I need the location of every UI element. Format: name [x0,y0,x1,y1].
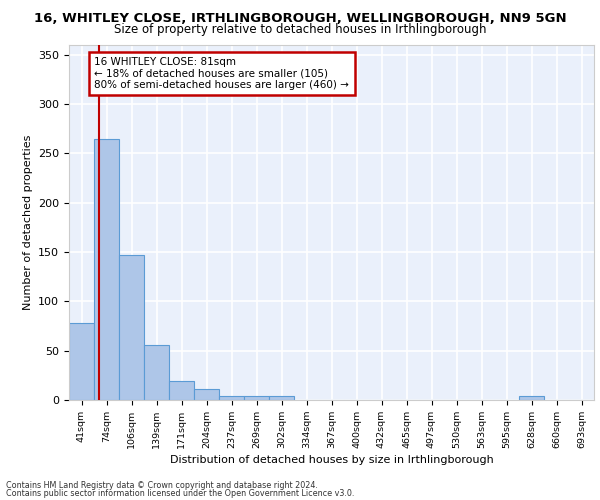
Bar [194,389,219,400]
Bar [169,382,194,400]
Y-axis label: Number of detached properties: Number of detached properties [23,135,32,310]
Text: Contains HM Land Registry data © Crown copyright and database right 2024.: Contains HM Land Registry data © Crown c… [6,481,318,490]
Text: Size of property relative to detached houses in Irthlingborough: Size of property relative to detached ho… [114,22,486,36]
Bar [94,138,119,400]
Text: 16, WHITLEY CLOSE, IRTHLINGBOROUGH, WELLINGBOROUGH, NN9 5GN: 16, WHITLEY CLOSE, IRTHLINGBOROUGH, WELL… [34,12,566,26]
Bar [519,396,544,400]
X-axis label: Distribution of detached houses by size in Irthlingborough: Distribution of detached houses by size … [170,455,493,465]
Bar [219,396,244,400]
Bar [144,345,169,400]
Text: 16 WHITLEY CLOSE: 81sqm
← 18% of detached houses are smaller (105)
80% of semi-d: 16 WHITLEY CLOSE: 81sqm ← 18% of detache… [95,57,349,90]
Bar [269,396,294,400]
Bar [119,255,144,400]
Text: Contains public sector information licensed under the Open Government Licence v3: Contains public sector information licen… [6,488,355,498]
Bar [69,323,94,400]
Bar [244,396,269,400]
